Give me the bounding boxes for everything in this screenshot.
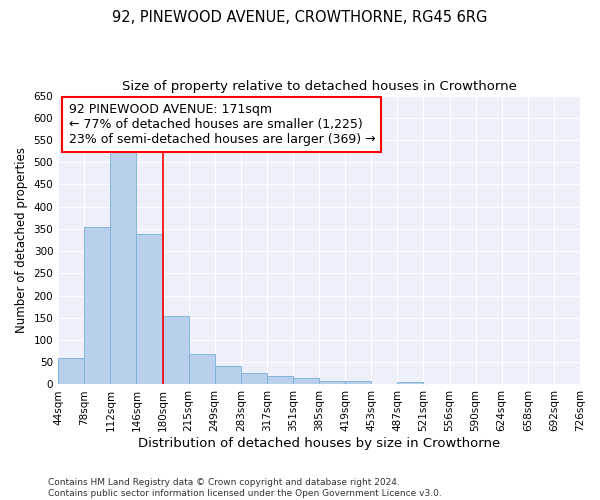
Bar (84, 226, 110, 384)
Bar (163, 316, 188, 384)
Title: Size of property relative to detached houses in Crowthorne: Size of property relative to detached ho… (122, 80, 517, 93)
Bar (188, 354, 215, 384)
Bar (267, 376, 293, 384)
Bar (319, 381, 345, 384)
Bar (293, 378, 319, 384)
X-axis label: Distribution of detached houses by size in Crowthorne: Distribution of detached houses by size … (138, 437, 500, 450)
Bar (110, 144, 136, 384)
Text: Contains HM Land Registry data © Crown copyright and database right 2024.
Contai: Contains HM Land Registry data © Crown c… (48, 478, 442, 498)
Bar (215, 366, 241, 384)
Text: 92 PINEWOOD AVENUE: 171sqm
← 77% of detached houses are smaller (1,225)
23% of s: 92 PINEWOOD AVENUE: 171sqm ← 77% of deta… (68, 103, 375, 146)
Bar (345, 381, 371, 384)
Bar (136, 234, 163, 384)
Bar (397, 382, 424, 384)
Y-axis label: Number of detached properties: Number of detached properties (15, 147, 28, 333)
Bar (241, 374, 267, 384)
Text: 92, PINEWOOD AVENUE, CROWTHORNE, RG45 6RG: 92, PINEWOOD AVENUE, CROWTHORNE, RG45 6R… (112, 10, 488, 25)
Bar (58, 358, 84, 384)
